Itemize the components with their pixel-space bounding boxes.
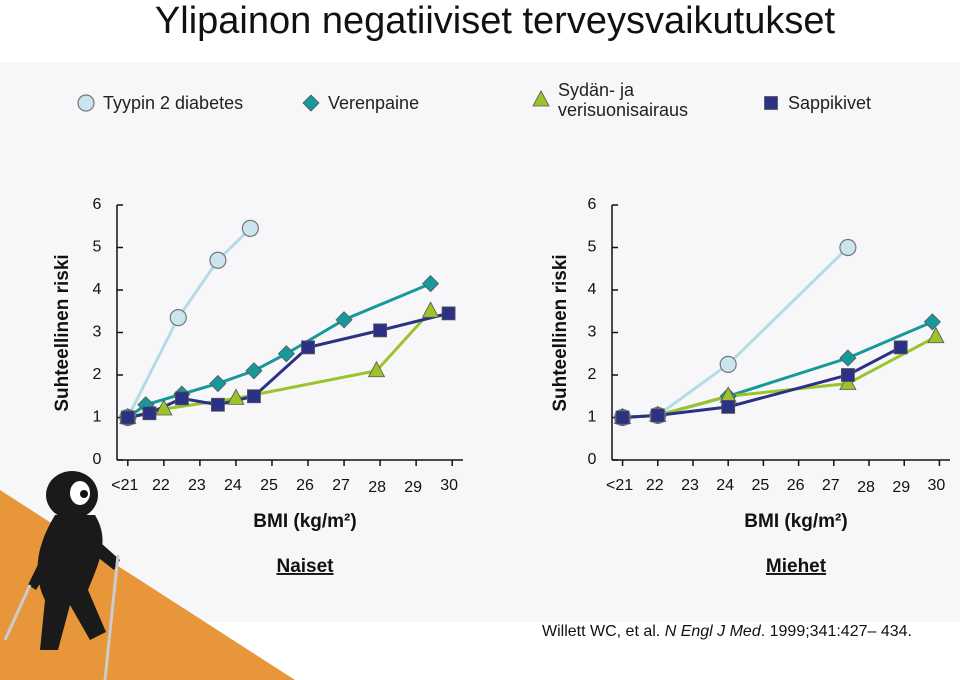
y-tick-label: 3: [588, 324, 597, 341]
pole: [103, 554, 120, 680]
marker: [421, 301, 440, 318]
citation-details: . 1999;341:427– 434.: [760, 623, 912, 640]
marker: [719, 355, 737, 373]
y-tick-label: 2: [588, 366, 597, 383]
marker: [247, 389, 261, 404]
marker: [367, 360, 386, 378]
legend-item: Sydän- ja verisuonisairaus: [530, 80, 728, 120]
legend-swatch: [532, 90, 550, 107]
legend-item: Sappikivet: [760, 92, 871, 114]
marker: [302, 94, 320, 112]
marker: [77, 94, 95, 112]
y-tick-label: 1: [93, 409, 102, 426]
marker: [893, 340, 908, 355]
legend-label: Sydän- ja verisuonisairaus: [558, 80, 689, 120]
legend-label: Verenpaine: [328, 92, 420, 113]
marker: [764, 96, 778, 110]
x-tick-label: 22: [152, 477, 170, 494]
x-tick-label: 27: [822, 477, 840, 494]
x-tick-label: 30: [928, 477, 946, 494]
legend-swatch: [302, 94, 320, 112]
marker: [277, 345, 295, 363]
marker: [245, 362, 263, 380]
marker: [301, 340, 315, 355]
marker: [441, 306, 456, 321]
subtitle: Naiset: [276, 556, 334, 577]
x-tick-label: 28: [857, 479, 875, 496]
y-tick-label: 5: [93, 239, 102, 256]
y-tick-label: 4: [588, 281, 597, 298]
y-axis-title: Suhteellinen riski: [550, 254, 571, 411]
series-line: [126, 227, 252, 419]
x-tick-label: 24: [716, 477, 734, 494]
x-tick-label: 29: [892, 479, 910, 496]
marker: [335, 311, 353, 329]
marker: [839, 373, 857, 390]
x-tick-label: 27: [332, 477, 350, 494]
pole: [3, 584, 32, 641]
x-tick-label: 26: [787, 477, 805, 494]
marker: [615, 410, 630, 425]
panel: [0, 62, 960, 622]
marker: [840, 368, 855, 382]
x-tick-label: <21: [606, 477, 633, 494]
marker: [650, 408, 665, 423]
x-tick-label: 22: [646, 477, 664, 494]
marker: [532, 90, 550, 107]
x-tick-label: 30: [440, 477, 458, 494]
marker: [120, 410, 135, 425]
x-tick-label: 26: [296, 477, 314, 494]
x-tick-label: 28: [368, 479, 386, 496]
marker: [721, 399, 736, 414]
page-title: Ylipainon negatiiviset terveysvaikutukse…: [154, 0, 836, 42]
marker: [211, 397, 225, 412]
legend-swatch: [764, 96, 778, 110]
y-tick-label: 5: [588, 239, 597, 256]
x-tick-label: 24: [224, 477, 242, 494]
x-axis-title: BMI (kg/m²): [253, 511, 356, 532]
y-tick-label: 0: [588, 451, 597, 468]
walker-figure: [28, 471, 120, 650]
marker: [142, 406, 157, 421]
x-tick-label: <21: [111, 477, 138, 494]
marker: [209, 251, 227, 269]
y-tick-label: 0: [93, 451, 102, 468]
marker: [169, 309, 187, 327]
marker: [227, 388, 245, 405]
x-tick-label: 23: [188, 477, 206, 494]
y-tick-label: 2: [93, 366, 102, 383]
x-axis-title: BMI (kg/m²): [744, 511, 847, 532]
citation: Willett WC, et al. N Engl J Med. 1999;34…: [542, 623, 912, 641]
marker: [155, 399, 173, 416]
y-tick-label: 4: [93, 281, 102, 298]
marker: [209, 374, 227, 393]
marker: [927, 326, 945, 344]
y-tick-label: 3: [93, 324, 102, 341]
marker: [241, 219, 259, 237]
marker: [421, 275, 440, 293]
x-tick-label: 25: [751, 477, 769, 494]
legend-item: Verenpaine: [300, 92, 419, 114]
x-tick-label: 29: [404, 479, 422, 496]
marker: [839, 238, 857, 257]
citation-authors: Willett WC, et al.: [542, 623, 665, 640]
citation-journal: N Engl J Med: [664, 623, 761, 640]
y-tick-label: 1: [588, 409, 597, 426]
y-tick-label: 6: [93, 196, 102, 213]
legend-label: Tyypin 2 diabetes: [103, 92, 244, 113]
x-tick-label: 25: [260, 477, 278, 494]
x-tick-label: 23: [681, 477, 699, 494]
y-tick-label: 6: [588, 196, 597, 213]
legend-item: Tyypin 2 diabetes: [75, 92, 243, 114]
y-axis-title: Suhteellinen riski: [52, 254, 73, 411]
legend-label: Sappikivet: [788, 92, 872, 113]
marker: [174, 391, 189, 406]
marker: [839, 349, 857, 367]
marker: [373, 323, 388, 338]
legend-swatch: [77, 94, 95, 112]
marker: [923, 313, 941, 331]
subtitle: Miehet: [766, 556, 827, 577]
